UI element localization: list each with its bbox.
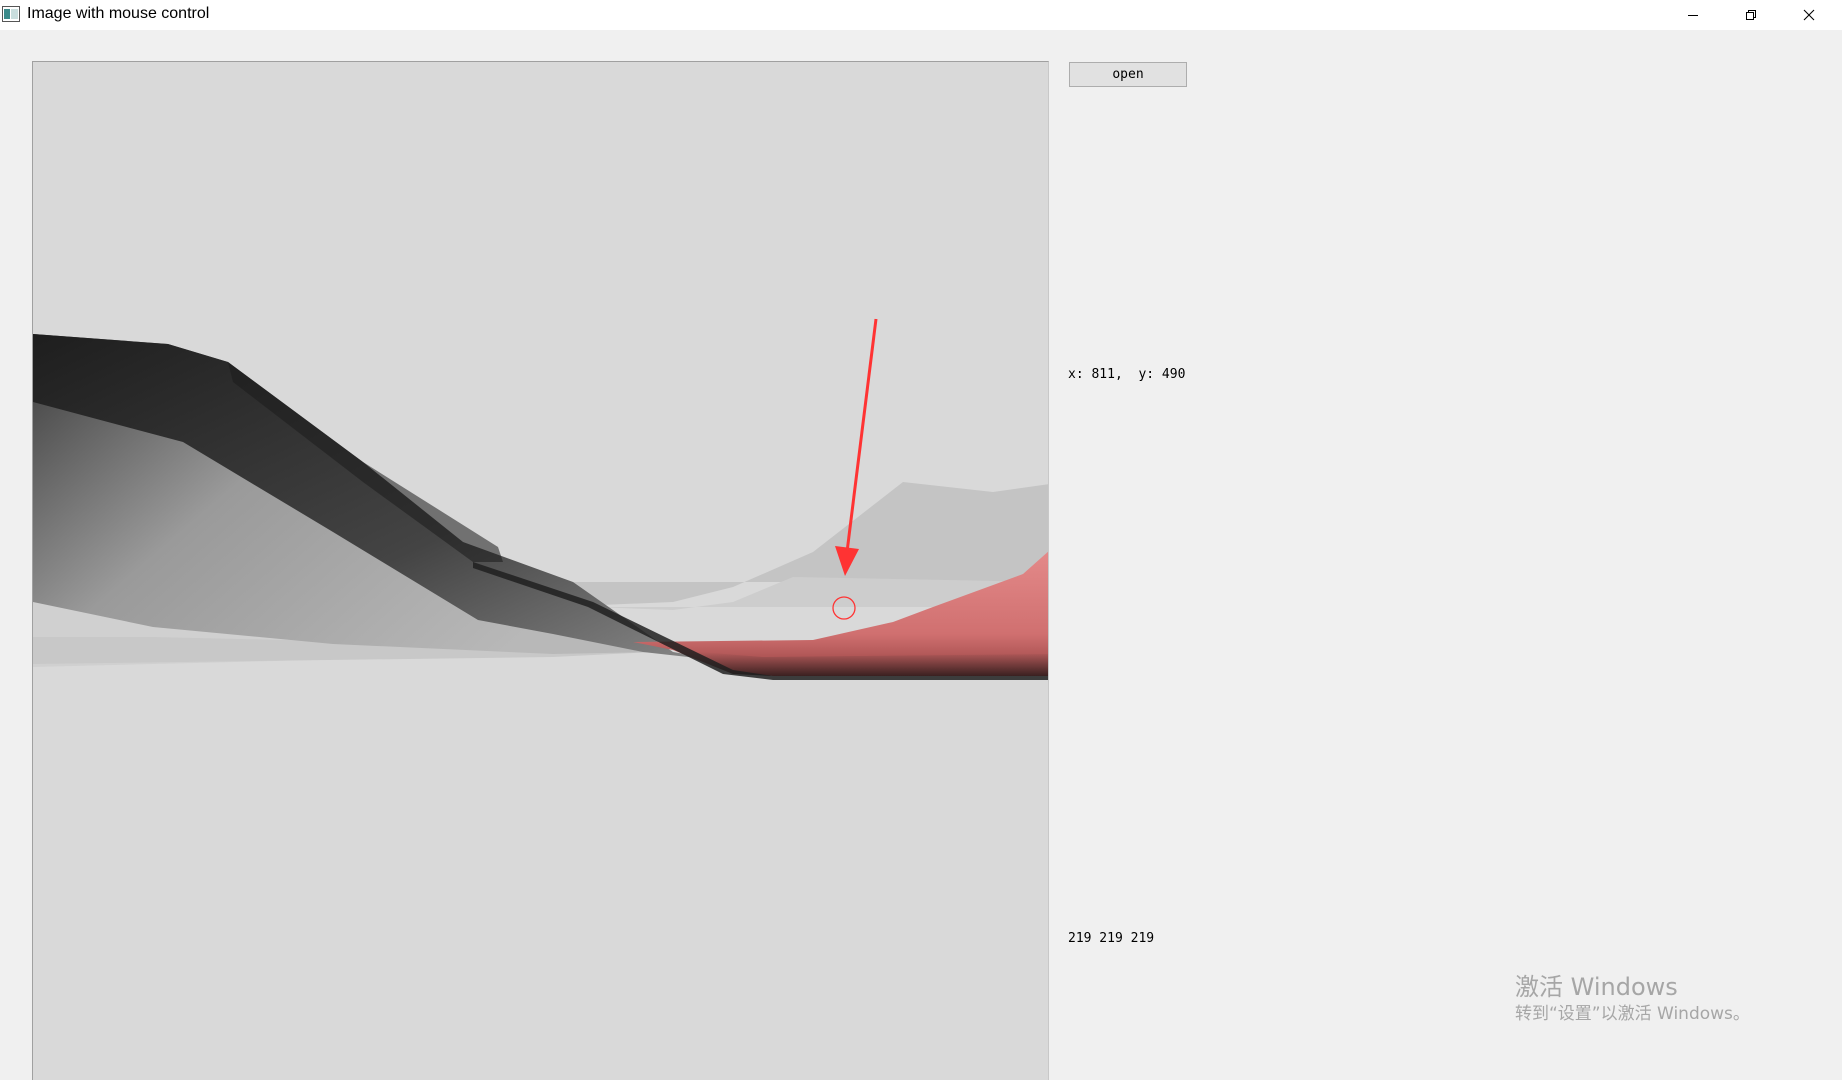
mouse-coordinates: x: 811, y: 490	[1068, 367, 1186, 382]
maximize-button[interactable]	[1722, 0, 1780, 30]
minimize-button[interactable]	[1664, 0, 1722, 30]
close-icon	[1803, 9, 1815, 21]
title-bar[interactable]: Image with mouse control	[0, 0, 1842, 30]
circle-marker-icon	[832, 596, 856, 620]
app-icon	[2, 6, 20, 22]
open-button[interactable]: open	[1069, 62, 1187, 87]
arrow-icon	[835, 318, 878, 576]
window-title: Image with mouse control	[27, 5, 210, 22]
restore-icon	[1745, 9, 1757, 21]
image-viewport[interactable]	[32, 61, 1049, 1080]
pixel-rgb-value: 219 219 219	[1068, 931, 1155, 946]
watermark-title: 激活 Windows	[1515, 973, 1678, 1001]
close-button[interactable]	[1780, 0, 1838, 30]
watermark-subtitle: 转到“设置”以激活 Windows。	[1515, 1004, 1750, 1024]
rendered-surface	[33, 318, 1048, 680]
minimize-icon	[1687, 9, 1699, 21]
activation-watermark: 激活 Windows 转到“设置”以激活 Windows。	[1515, 972, 1750, 1026]
